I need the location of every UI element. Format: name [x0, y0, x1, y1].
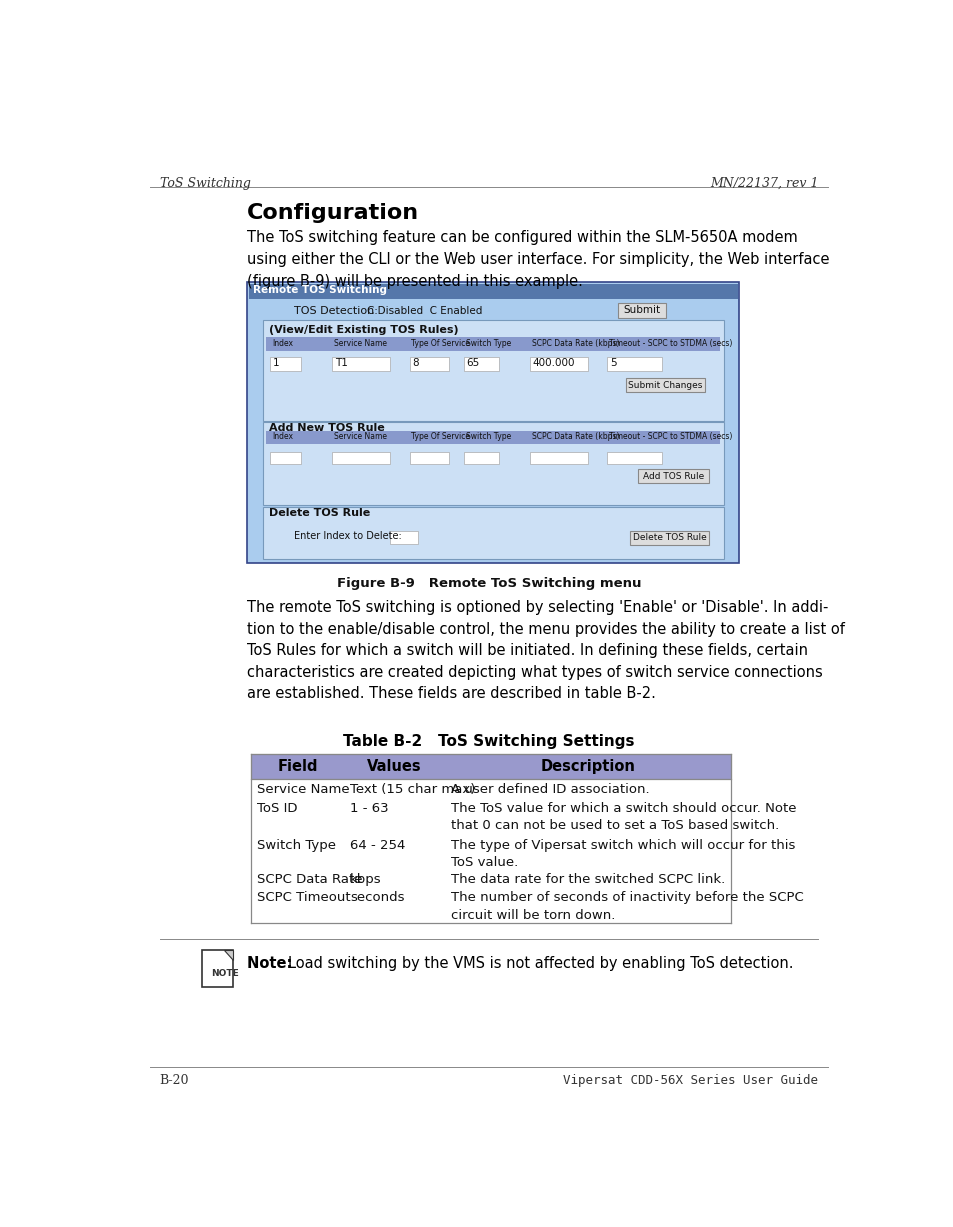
FancyBboxPatch shape [629, 531, 708, 545]
FancyBboxPatch shape [262, 320, 723, 421]
FancyBboxPatch shape [266, 432, 720, 444]
FancyBboxPatch shape [464, 453, 498, 465]
Text: SCPC Data Rate (kbps): SCPC Data Rate (kbps) [531, 432, 618, 442]
Text: Description: Description [540, 758, 635, 774]
FancyBboxPatch shape [251, 867, 731, 886]
FancyBboxPatch shape [607, 357, 661, 371]
Text: 5: 5 [609, 358, 616, 368]
Text: B-20: B-20 [159, 1074, 189, 1087]
Text: C Disabled  C Enabled: C Disabled C Enabled [367, 307, 482, 317]
Text: Remote TOS Switching: Remote TOS Switching [253, 286, 387, 296]
FancyBboxPatch shape [410, 453, 448, 465]
FancyBboxPatch shape [332, 453, 390, 465]
Text: MN/22137, rev 1: MN/22137, rev 1 [709, 177, 818, 189]
Text: SCPC Data Rate (kbps): SCPC Data Rate (kbps) [531, 339, 618, 348]
Text: The remote ToS switching is optioned by selecting 'Enable' or 'Disable'. In addi: The remote ToS switching is optioned by … [247, 600, 844, 702]
FancyBboxPatch shape [251, 886, 731, 924]
FancyBboxPatch shape [262, 422, 723, 506]
FancyBboxPatch shape [270, 453, 301, 465]
FancyBboxPatch shape [202, 951, 233, 988]
FancyBboxPatch shape [270, 357, 301, 371]
Text: TOS Detection:: TOS Detection: [294, 307, 377, 317]
Text: Submit Changes: Submit Changes [628, 380, 702, 390]
Text: Add New TOS Rule: Add New TOS Rule [269, 423, 384, 433]
FancyBboxPatch shape [637, 469, 708, 483]
FancyBboxPatch shape [410, 357, 448, 371]
Text: Load switching by the VMS is not affected by enabling ToS detection.: Load switching by the VMS is not affecte… [288, 956, 793, 971]
Text: 400.000: 400.000 [532, 358, 575, 368]
Text: T1: T1 [335, 358, 347, 368]
FancyBboxPatch shape [530, 453, 587, 465]
Text: seconds: seconds [350, 891, 404, 904]
Text: Table B-2   ToS Switching Settings: Table B-2 ToS Switching Settings [343, 734, 634, 748]
Text: ToS Switching: ToS Switching [159, 177, 250, 189]
Text: Delete TOS Rule: Delete TOS Rule [632, 533, 705, 542]
Text: The ToS value for which a switch should occur. Note
that 0 can not be used to se: The ToS value for which a switch should … [451, 801, 796, 832]
FancyBboxPatch shape [251, 798, 731, 834]
FancyBboxPatch shape [251, 834, 731, 867]
Text: Vipersat CDD-56X Series User Guide: Vipersat CDD-56X Series User Guide [562, 1074, 818, 1087]
Text: 1: 1 [273, 358, 279, 368]
Text: ToS ID: ToS ID [257, 801, 297, 815]
Text: Type Of Service: Type Of Service [411, 339, 470, 348]
Text: NOTE: NOTE [212, 969, 239, 978]
Text: SCPC Timeout: SCPC Timeout [257, 891, 351, 904]
FancyBboxPatch shape [247, 282, 739, 563]
Text: The ToS switching feature can be configured within the SLM-5650A modem
using eit: The ToS switching feature can be configu… [247, 231, 829, 288]
Text: The number of seconds of inactivity before the SCPC
circuit will be torn down.: The number of seconds of inactivity befo… [451, 891, 802, 921]
Text: The data rate for the switched SCPC link.: The data rate for the switched SCPC link… [451, 872, 724, 886]
FancyBboxPatch shape [262, 507, 723, 560]
Text: Service Name: Service Name [334, 339, 387, 348]
Text: Note:: Note: [247, 956, 302, 971]
FancyBboxPatch shape [530, 357, 587, 371]
Text: Index: Index [272, 339, 293, 348]
Text: Submit: Submit [623, 306, 660, 315]
Text: Add TOS Rule: Add TOS Rule [642, 471, 703, 481]
Text: Switch Type: Switch Type [257, 839, 335, 852]
FancyBboxPatch shape [249, 283, 737, 299]
FancyBboxPatch shape [251, 779, 731, 798]
Text: Configuration: Configuration [247, 202, 418, 222]
Text: 1 - 63: 1 - 63 [350, 801, 389, 815]
Text: Timeout - SCPC to STDMA (secs): Timeout - SCPC to STDMA (secs) [608, 339, 732, 348]
Text: 8: 8 [412, 358, 418, 368]
Text: Field: Field [277, 758, 317, 774]
Polygon shape [224, 951, 233, 960]
Text: The type of Vipersat switch which will occur for this
ToS value.: The type of Vipersat switch which will o… [451, 839, 795, 869]
Text: Timeout - SCPC to STDMA (secs): Timeout - SCPC to STDMA (secs) [608, 432, 732, 442]
Text: Values: Values [367, 758, 421, 774]
Text: Switch Type: Switch Type [465, 339, 511, 348]
Text: Text (15 char max): Text (15 char max) [350, 783, 476, 796]
FancyBboxPatch shape [332, 357, 390, 371]
FancyBboxPatch shape [625, 378, 704, 393]
FancyBboxPatch shape [464, 357, 498, 371]
Text: A user defined ID association.: A user defined ID association. [451, 783, 649, 796]
Text: Switch Type: Switch Type [465, 432, 511, 442]
Text: 64 - 254: 64 - 254 [350, 839, 405, 852]
FancyBboxPatch shape [390, 531, 417, 544]
Text: Index: Index [272, 432, 293, 442]
Text: Type Of Service: Type Of Service [411, 432, 470, 442]
Text: Service Name: Service Name [334, 432, 387, 442]
Text: Service Name: Service Name [257, 783, 350, 796]
FancyBboxPatch shape [607, 453, 661, 465]
Text: Delete TOS Rule: Delete TOS Rule [269, 508, 370, 518]
Text: SCPC Data Rate: SCPC Data Rate [257, 872, 362, 886]
Text: Figure B-9   Remote ToS Switching menu: Figure B-9 Remote ToS Switching menu [336, 577, 640, 590]
Text: 65: 65 [466, 358, 479, 368]
Text: Enter Index to Delete:: Enter Index to Delete: [294, 531, 401, 541]
Text: (View/Edit Existing TOS Rules): (View/Edit Existing TOS Rules) [269, 325, 458, 335]
Text: kbps: kbps [350, 872, 381, 886]
FancyBboxPatch shape [618, 303, 666, 318]
FancyBboxPatch shape [266, 337, 720, 351]
FancyBboxPatch shape [251, 755, 731, 779]
